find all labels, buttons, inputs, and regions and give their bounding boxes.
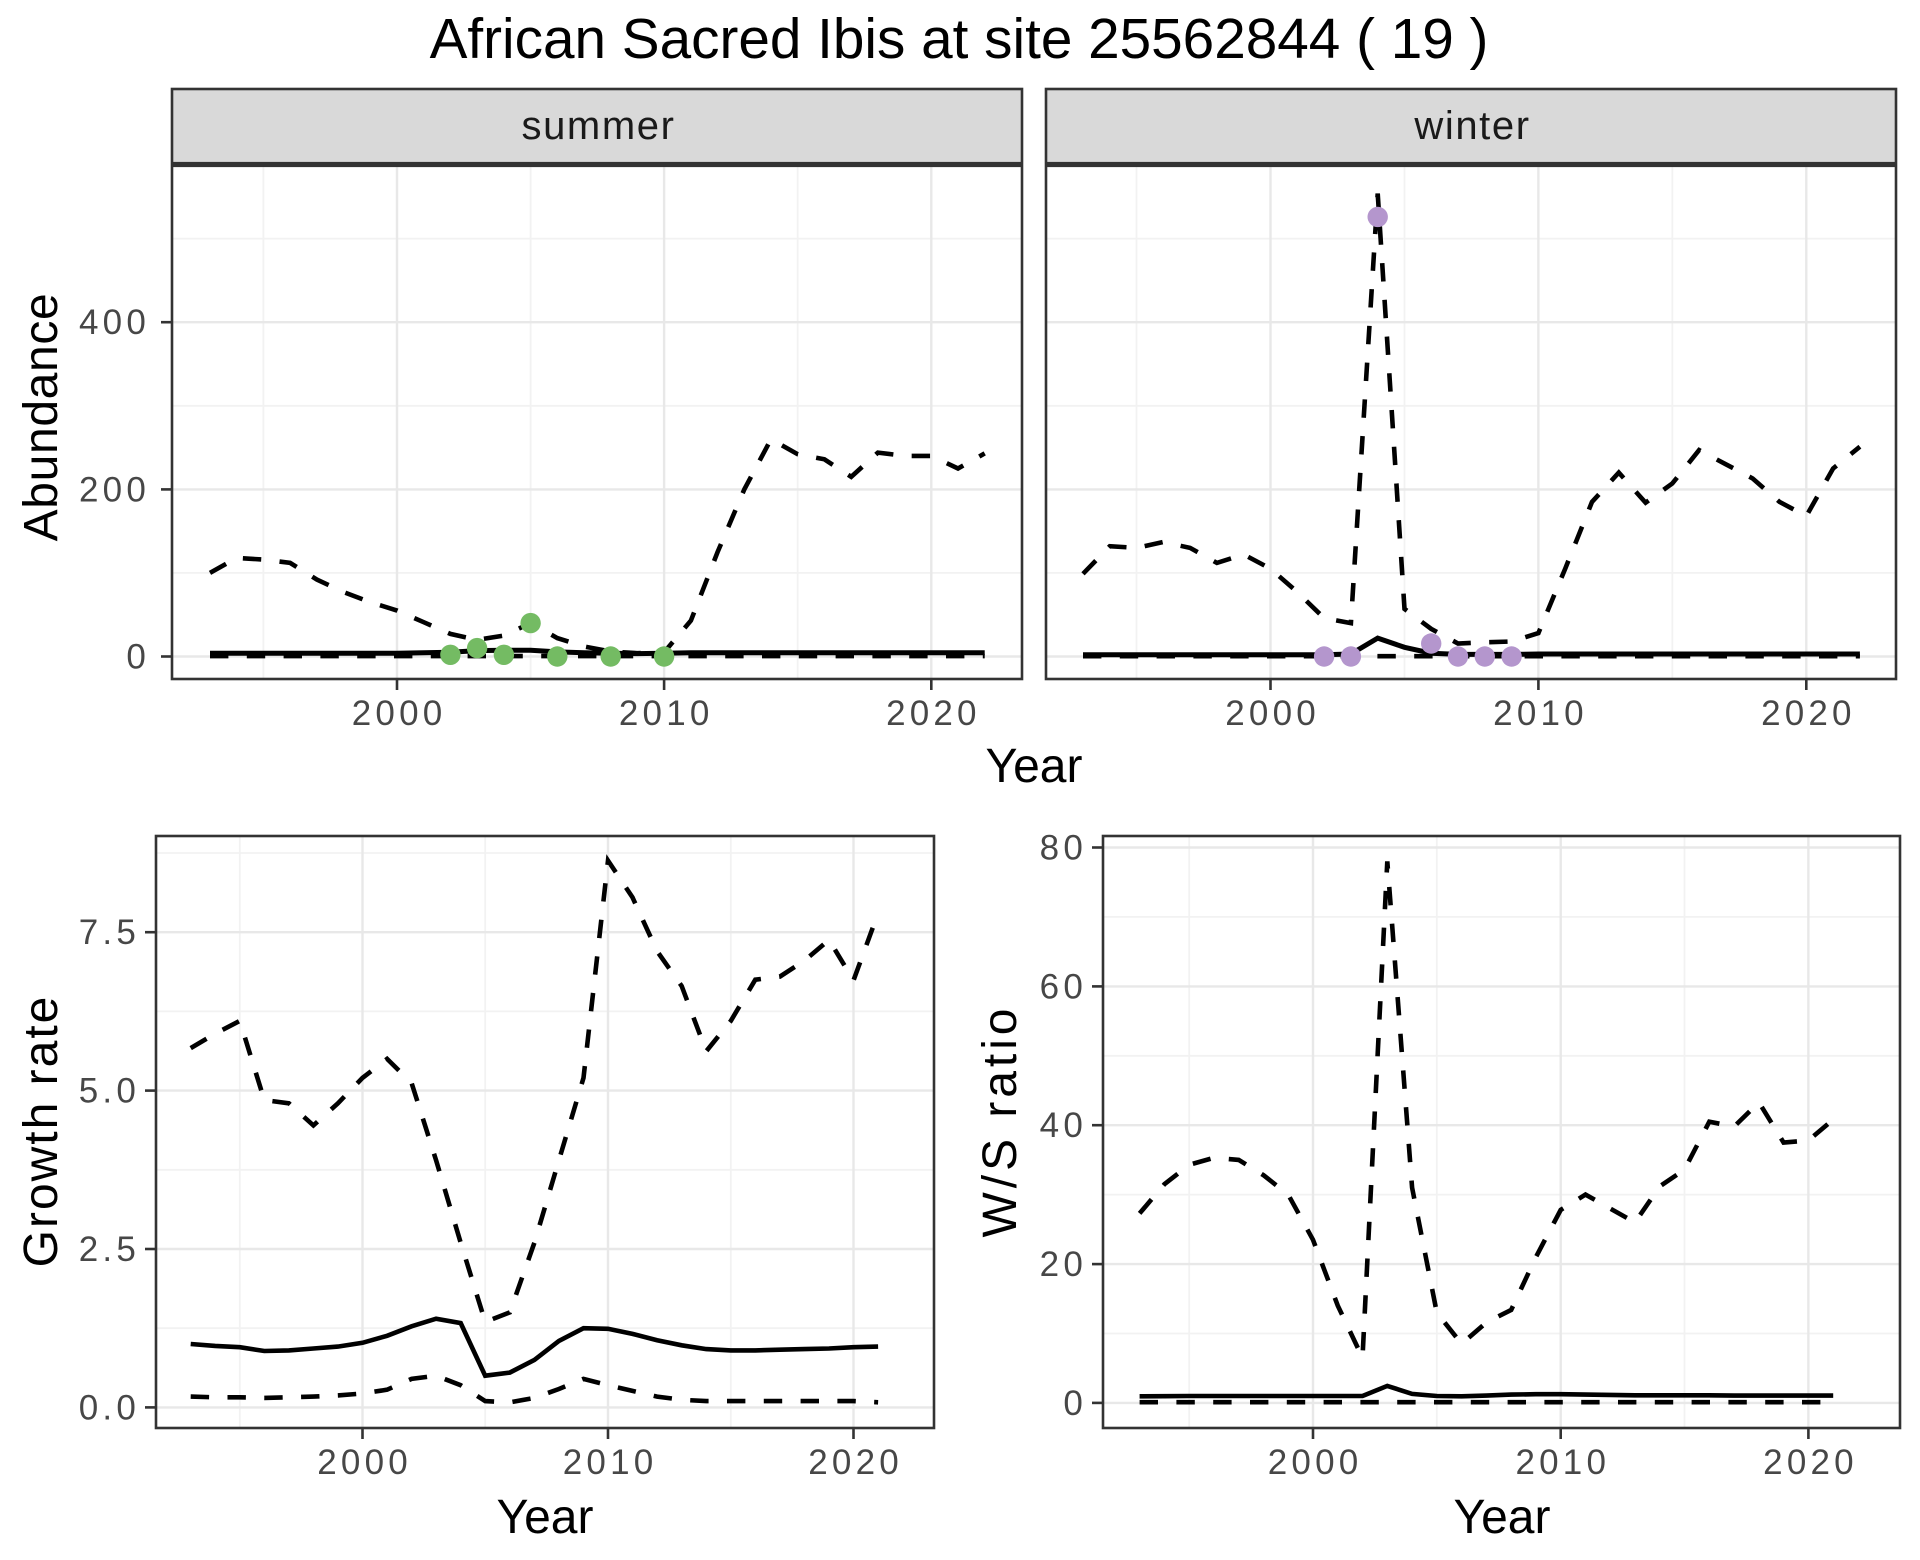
- svg-text:7.5: 7.5: [79, 913, 140, 952]
- svg-text:200: 200: [79, 470, 150, 509]
- svg-text:Abundance: Abundance: [15, 293, 68, 542]
- svg-text:80: 80: [1040, 829, 1087, 868]
- svg-text:African Sacred Ibis at site 25: African Sacred Ibis at site 25562844 ( 1…: [430, 8, 1489, 71]
- svg-text:400: 400: [79, 303, 150, 342]
- svg-text:2000: 2000: [1268, 1443, 1363, 1482]
- svg-text:winter: winter: [1413, 104, 1530, 148]
- svg-text:2000: 2000: [352, 694, 447, 733]
- svg-text:2010: 2010: [619, 694, 714, 733]
- svg-text:5.0: 5.0: [79, 1072, 140, 1111]
- svg-text:2010: 2010: [1493, 694, 1588, 733]
- svg-text:2020: 2020: [1761, 694, 1856, 733]
- svg-text:2000: 2000: [1225, 694, 1320, 733]
- svg-text:2.5: 2.5: [79, 1230, 140, 1269]
- svg-text:0.0: 0.0: [79, 1388, 140, 1427]
- svg-text:0: 0: [126, 638, 150, 677]
- svg-text:2000: 2000: [317, 1443, 412, 1482]
- svg-text:Year: Year: [1454, 1491, 1551, 1544]
- svg-text:2010: 2010: [1515, 1443, 1610, 1482]
- svg-text:summer: summer: [521, 104, 675, 148]
- svg-text:2020: 2020: [808, 1443, 903, 1482]
- svg-text:W/S ratio: W/S ratio: [974, 1005, 1027, 1238]
- svg-text:2020: 2020: [1763, 1443, 1858, 1482]
- svg-text:2020: 2020: [886, 694, 981, 733]
- svg-text:2010: 2010: [563, 1443, 658, 1482]
- svg-text:Year: Year: [497, 1491, 594, 1544]
- svg-text:Year: Year: [986, 740, 1083, 793]
- svg-text:0: 0: [1063, 1384, 1087, 1423]
- svg-text:Growth rate: Growth rate: [15, 995, 68, 1268]
- svg-text:20: 20: [1040, 1245, 1087, 1284]
- svg-text:60: 60: [1040, 967, 1087, 1006]
- svg-text:40: 40: [1040, 1106, 1087, 1145]
